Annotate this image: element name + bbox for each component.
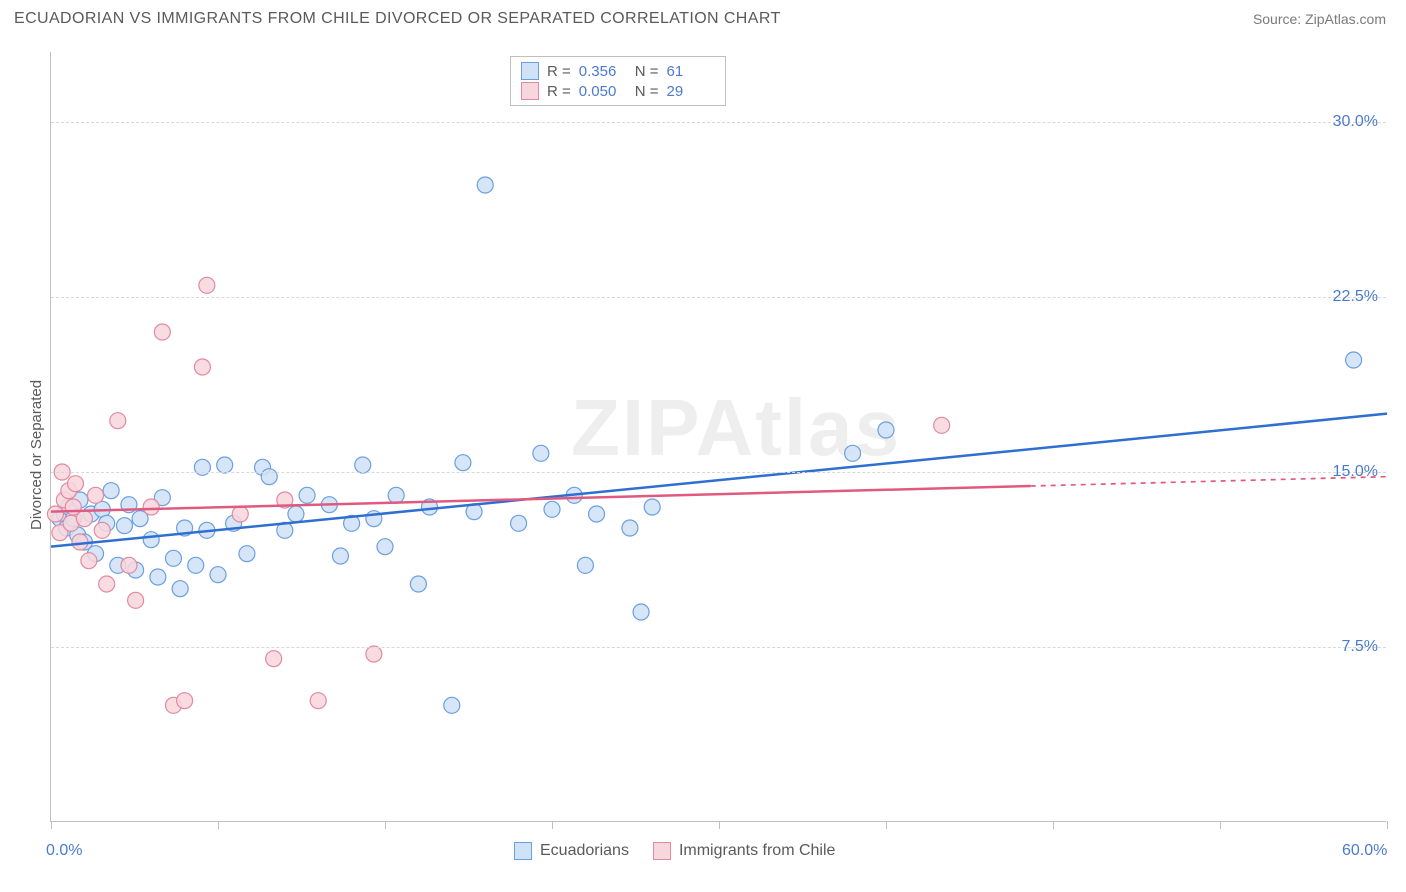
data-point <box>143 532 159 548</box>
data-point <box>143 499 159 515</box>
data-point <box>577 557 593 573</box>
data-point <box>444 697 460 713</box>
x-tick <box>1220 821 1221 829</box>
gridline <box>51 647 1386 648</box>
n-label: N = <box>635 63 659 80</box>
data-point <box>622 520 638 536</box>
data-point <box>355 457 371 473</box>
x-tick <box>218 821 219 829</box>
legend-stats-row: R = 0.356 N = 61 <box>521 61 715 81</box>
data-point <box>188 557 204 573</box>
swatch-ecuadorians <box>521 62 539 80</box>
legend-series: Ecuadorians Immigrants from Chile <box>514 842 835 860</box>
legend-stats: R = 0.356 N = 61 R = 0.050 N = 29 <box>510 56 726 106</box>
scatter-svg <box>51 52 1386 821</box>
y-tick-label: 30.0% <box>1333 113 1378 131</box>
r-value-chile: 0.050 <box>579 83 627 100</box>
data-point <box>332 548 348 564</box>
data-point <box>110 413 126 429</box>
x-tick <box>552 821 553 829</box>
data-point <box>633 604 649 620</box>
x-tick <box>886 821 887 829</box>
data-point <box>81 553 97 569</box>
page-title: ECUADORIAN VS IMMIGRANTS FROM CHILE DIVO… <box>14 10 781 28</box>
data-point <box>150 569 166 585</box>
data-point <box>299 487 315 503</box>
x-tick <box>385 821 386 829</box>
data-point <box>1346 352 1362 368</box>
data-point <box>644 499 660 515</box>
data-point <box>217 457 233 473</box>
r-label: R = <box>547 83 571 100</box>
data-point <box>288 506 304 522</box>
data-point <box>99 576 115 592</box>
source-label: Source: ZipAtlas.com <box>1253 11 1386 27</box>
data-point <box>210 567 226 583</box>
data-point <box>266 651 282 667</box>
data-point <box>511 515 527 531</box>
y-tick-label: 7.5% <box>1342 638 1378 656</box>
data-point <box>199 277 215 293</box>
data-point <box>388 487 404 503</box>
legend-item-ecuadorians: Ecuadorians <box>514 842 629 860</box>
x-axis-min-label: 0.0% <box>46 842 82 860</box>
r-value-ecuadorians: 0.356 <box>579 63 627 80</box>
x-tick <box>51 821 52 829</box>
data-point <box>165 550 181 566</box>
data-point <box>172 581 188 597</box>
data-point <box>878 422 894 438</box>
n-value-chile: 29 <box>667 83 715 100</box>
data-point <box>477 177 493 193</box>
trend-line <box>51 486 1031 512</box>
data-point <box>544 501 560 517</box>
gridline <box>51 472 1386 473</box>
swatch-chile <box>521 82 539 100</box>
data-point <box>194 359 210 375</box>
data-point <box>47 506 63 522</box>
data-point <box>377 539 393 555</box>
data-point <box>232 506 248 522</box>
data-point <box>67 476 83 492</box>
y-tick-label: 15.0% <box>1333 463 1378 481</box>
data-point <box>88 487 104 503</box>
swatch-chile <box>653 842 671 860</box>
swatch-ecuadorians <box>514 842 532 860</box>
legend-item-chile: Immigrants from Chile <box>653 842 835 860</box>
data-point <box>76 511 92 527</box>
data-point <box>103 483 119 499</box>
data-point <box>845 445 861 461</box>
y-axis-title: Divorced or Separated <box>28 380 45 530</box>
data-point <box>410 576 426 592</box>
data-point <box>116 518 132 534</box>
gridline <box>51 297 1386 298</box>
data-point <box>239 546 255 562</box>
data-point <box>934 417 950 433</box>
data-point <box>455 455 471 471</box>
data-point <box>177 693 193 709</box>
data-point <box>533 445 549 461</box>
legend-stats-row: R = 0.050 N = 29 <box>521 81 715 101</box>
data-point <box>310 693 326 709</box>
n-label: N = <box>635 83 659 100</box>
x-tick <box>1387 821 1388 829</box>
x-axis-max-label: 60.0% <box>1342 842 1387 860</box>
data-point <box>121 557 137 573</box>
y-tick-label: 22.5% <box>1333 288 1378 306</box>
legend-label-chile: Immigrants from Chile <box>679 842 835 860</box>
data-point <box>589 506 605 522</box>
data-point <box>366 646 382 662</box>
r-label: R = <box>547 63 571 80</box>
n-value-ecuadorians: 61 <box>667 63 715 80</box>
chart-plot-area: ZIPAtlas 7.5%15.0%22.5%30.0% <box>50 52 1386 822</box>
x-tick <box>1053 821 1054 829</box>
x-tick <box>719 821 720 829</box>
data-point <box>154 324 170 340</box>
data-point <box>128 592 144 608</box>
gridline <box>51 122 1386 123</box>
data-point <box>94 522 110 538</box>
legend-label-ecuadorians: Ecuadorians <box>540 842 629 860</box>
trend-line <box>51 414 1387 547</box>
